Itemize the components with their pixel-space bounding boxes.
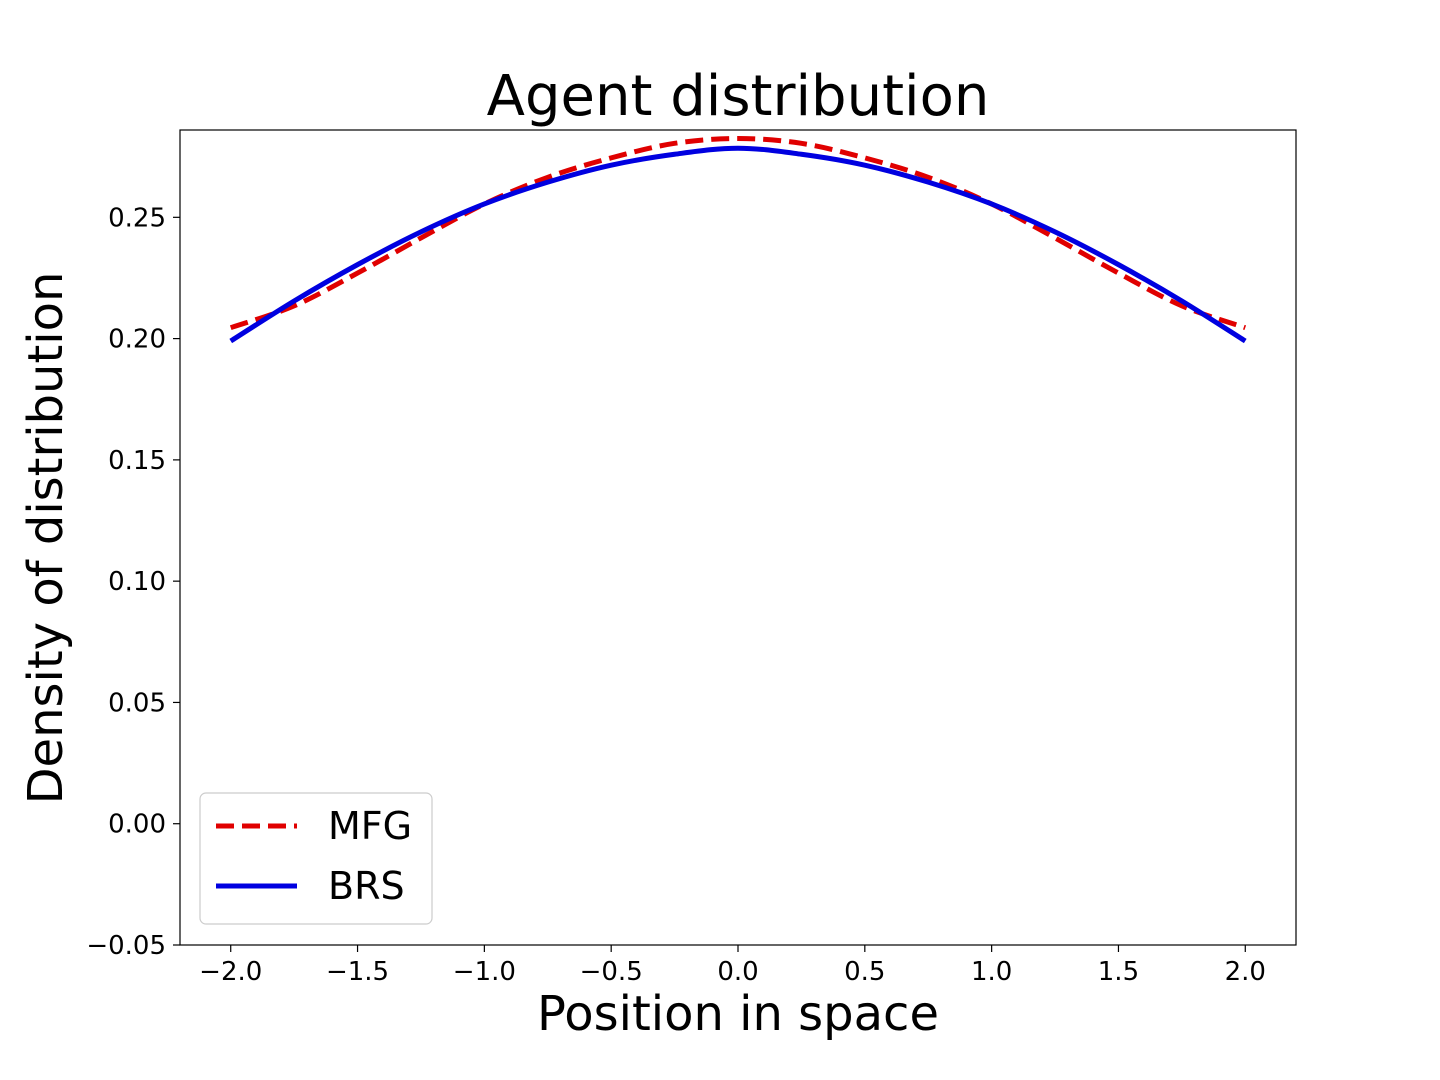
x-tick-label: 0.5 [844,957,885,987]
x-tick-label: 1.0 [971,957,1012,987]
y-axis: −0.05 0.00 0.05 0.10 0.15 0.20 0.25 [86,203,180,961]
y-axis-label: Density of distribution [18,272,74,805]
y-tick-label: −0.05 [86,931,166,961]
chart-title: Agent distribution [487,64,990,129]
y-tick-label: 0.00 [108,810,166,840]
legend-label-mfg: MFG [328,804,412,848]
y-tick-label: 0.05 [108,688,166,718]
series-line-brs [229,145,1247,344]
x-tick-label: −1.5 [326,957,389,987]
y-tick-label: 0.15 [108,446,166,476]
y-tick-label: 0.25 [108,203,166,233]
legend: MFG BRS [199,792,433,925]
legend-label-brs: BRS [328,864,405,908]
x-tick-label: 1.5 [1098,957,1139,987]
x-tick-label: 2.0 [1225,957,1266,987]
y-tick-label: 0.20 [108,325,166,355]
series-line-mfg [229,135,1247,331]
x-tick-label: 0.0 [717,957,758,987]
y-tick-label: 0.10 [108,567,166,597]
x-tick-label: −0.5 [580,957,643,987]
x-axis-label: Position in space [537,986,939,1042]
x-tick-label: −1.0 [453,957,516,987]
x-tick-label: −2.0 [199,957,262,987]
x-axis: −2.0 −1.5 −1.0 −0.5 0.0 0.5 1.0 1.5 2.0 [199,945,1266,987]
plot-area [229,135,1247,344]
